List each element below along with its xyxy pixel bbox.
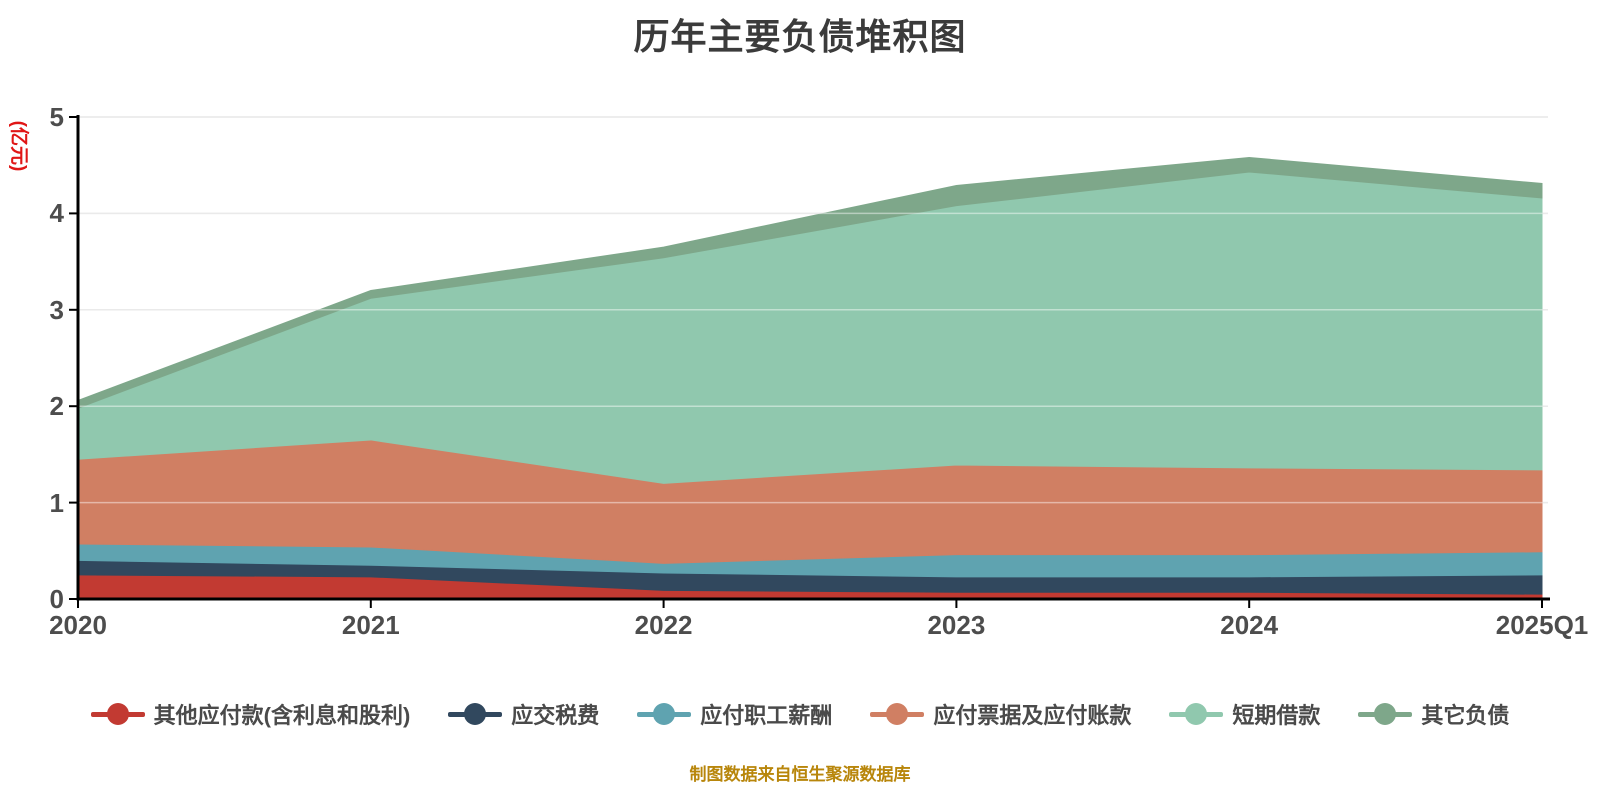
- legend-label: 其他应付款(含利息和股利): [153, 703, 411, 728]
- legend-line-circle-icon: [448, 703, 503, 725]
- y-tick-label: 4: [49, 198, 64, 229]
- legend-line-circle-icon: [1169, 703, 1224, 725]
- legend-line-circle-icon: [870, 703, 925, 725]
- legend-item-payroll-payable[interactable]: 应付职工薪酬: [637, 698, 832, 730]
- x-tick-label: 2024: [1220, 610, 1279, 640]
- x-tick-label: 2020: [49, 610, 107, 640]
- chart-title: 历年主要负债堆积图: [633, 16, 967, 57]
- legend-line-circle-icon: [1358, 703, 1413, 725]
- legend-label: 应付职工薪酬: [700, 703, 833, 728]
- legend-label: 应交税费: [511, 703, 600, 728]
- y-tick-label: 1: [49, 487, 64, 518]
- legend-item-taxes-payable[interactable]: 应交税费: [448, 698, 599, 730]
- data-source-note: 制图数据来自恒生聚源数据库: [689, 765, 911, 784]
- y-tick-label: 3: [49, 294, 64, 325]
- x-tick-label: 2021: [341, 610, 400, 640]
- x-tick-label: 2022: [634, 610, 693, 640]
- x-tick-label: 2025Q1: [1495, 610, 1589, 640]
- legend-label: 其它负债: [1421, 703, 1510, 728]
- legend-item-short-term-borrowings[interactable]: 短期借款: [1169, 698, 1320, 730]
- legend-item-other-liabilities[interactable]: 其它负债: [1358, 698, 1509, 730]
- x-tick-label: 2023: [927, 610, 986, 640]
- y-tick-label: 2: [49, 391, 64, 422]
- area-other-liabilities[interactable]: [77, 156, 1543, 409]
- legend: 其他应付款(含利息和股利) 应交税费 应付职工薪酬 应付票据及应付账款 短期借款 其它负债: [0, 698, 1600, 730]
- legend-label: 应付票据及应付账款: [933, 703, 1132, 728]
- legend-item-notes-accounts-payable[interactable]: 应付票据及应付账款: [870, 698, 1131, 730]
- legend-item-other-payables[interactable]: 其他应付款(含利息和股利): [90, 698, 411, 730]
- y-tick-label: 5: [49, 102, 64, 132]
- legend-line-circle-icon: [90, 703, 145, 725]
- y-tick-label: 0: [49, 584, 64, 614]
- legend-line-circle-icon: [637, 703, 692, 725]
- legend-label: 短期借款: [1232, 703, 1321, 728]
